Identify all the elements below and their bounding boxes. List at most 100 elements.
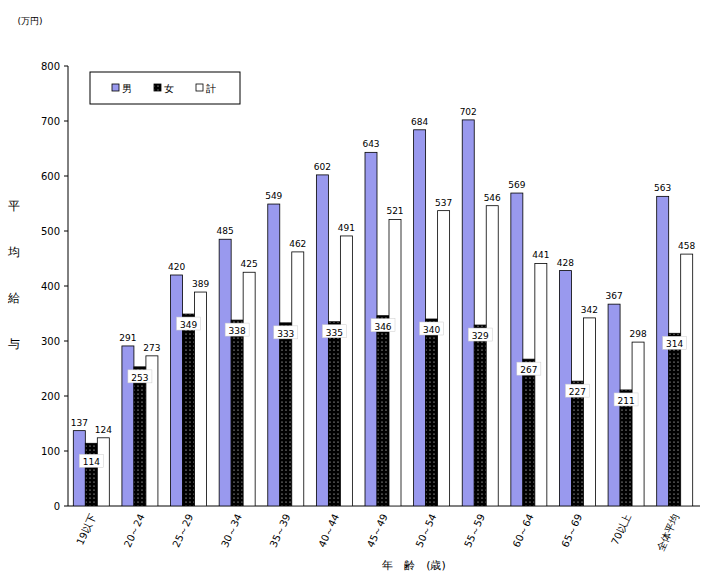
data-label: 346 <box>374 322 391 332</box>
y-tick <box>64 231 68 232</box>
data-label: 367 <box>605 291 622 301</box>
data-label-box <box>128 370 152 383</box>
data-label-box <box>322 325 346 338</box>
data-label: 273 <box>143 343 160 353</box>
bar <box>474 325 486 506</box>
data-label: 253 <box>131 373 148 383</box>
data-label: 462 <box>289 239 306 249</box>
data-label: 521 <box>386 206 403 216</box>
data-label: 537 <box>435 198 452 208</box>
data-label-box <box>79 454 103 467</box>
bar <box>292 252 304 506</box>
x-tick-label: 全体平均 <box>655 512 682 553</box>
bar <box>414 130 426 506</box>
data-label: 546 <box>484 193 501 203</box>
bar <box>681 254 693 506</box>
y-axis-label: 平均給与 <box>7 199 20 351</box>
x-tick-label: 45～49 <box>365 512 390 549</box>
bar <box>389 219 401 506</box>
bar <box>97 438 109 506</box>
data-label: 314 <box>666 339 683 349</box>
bars <box>73 120 692 506</box>
data-label: 335 <box>326 328 343 338</box>
y-tick-label: 500 <box>41 226 60 237</box>
data-label-box <box>274 326 298 339</box>
y-tick-label: 100 <box>41 446 60 457</box>
data-label-box <box>225 323 249 336</box>
bar <box>219 239 231 506</box>
data-label: 267 <box>520 365 537 375</box>
bar <box>669 333 681 506</box>
data-label-box <box>420 322 444 335</box>
bar <box>426 319 438 506</box>
x-tick-label: 20～24 <box>122 512 147 549</box>
data-label: 491 <box>338 223 355 233</box>
bar <box>583 318 595 506</box>
y-tick <box>64 506 68 507</box>
data-label-box <box>565 384 589 397</box>
data-label: 684 <box>411 117 428 127</box>
data-label: 420 <box>168 262 185 272</box>
x-tick-label: 19以下 <box>74 512 98 546</box>
legend-swatch <box>196 84 203 91</box>
bar <box>340 236 352 506</box>
y-tick-label: 0 <box>54 501 60 512</box>
data-label: 702 <box>460 107 477 117</box>
x-tick-label: 30～34 <box>219 512 244 549</box>
data-label: 425 <box>241 259 258 269</box>
y-tick-label: 700 <box>41 116 60 127</box>
data-label-box <box>468 328 492 341</box>
data-label: 329 <box>472 331 489 341</box>
data-label: 340 <box>423 325 440 335</box>
y-tick <box>64 341 68 342</box>
chart-container: 0100200300400500600700800137291420485549… <box>0 0 706 577</box>
data-label: 137 <box>71 418 88 428</box>
bar <box>462 120 474 506</box>
y-tick <box>64 451 68 452</box>
bar <box>632 342 644 506</box>
bar <box>438 211 450 506</box>
data-label: 211 <box>617 396 634 406</box>
bar <box>328 322 340 506</box>
bar <box>85 443 97 506</box>
legend-label: 男 <box>122 83 132 94</box>
bar <box>523 359 535 506</box>
y-tick-label: 200 <box>41 391 60 402</box>
bar <box>134 367 146 506</box>
bar <box>268 204 280 506</box>
bar <box>620 390 632 506</box>
data-label: 549 <box>265 191 282 201</box>
bar <box>377 316 389 506</box>
y-axis-label-char: 与 <box>8 337 20 351</box>
data-label: 342 <box>581 305 598 315</box>
data-label: 291 <box>119 333 136 343</box>
bar <box>535 263 547 506</box>
bar <box>243 272 255 506</box>
data-label: 114 <box>83 457 100 467</box>
y-tick <box>64 121 68 122</box>
data-label-box <box>177 317 201 330</box>
data-label: 333 <box>277 329 294 339</box>
x-tick-label: 35～39 <box>268 512 293 549</box>
bar <box>280 323 292 506</box>
legend-swatch <box>154 84 161 91</box>
legend-label: 計 <box>206 83 216 94</box>
x-tick-label: 40～44 <box>316 512 341 549</box>
x-tick-label: 65～69 <box>559 512 584 549</box>
x-tick-label: 70以上 <box>609 512 633 546</box>
y-tick <box>64 286 68 287</box>
data-label: 602 <box>314 162 331 172</box>
y-tick <box>64 396 68 397</box>
bar <box>571 381 583 506</box>
page: {"chart_data": { "type": "bar", "annotat… <box>0 0 706 577</box>
bar <box>316 175 328 506</box>
data-label: 298 <box>629 329 646 339</box>
bar <box>171 275 183 506</box>
bar <box>486 206 498 506</box>
bar <box>657 196 669 506</box>
x-tick-label: 60～64 <box>511 512 536 549</box>
data-label: 124 <box>95 425 112 435</box>
y-axis-label-char: 給 <box>7 291 20 305</box>
data-label-box <box>371 319 395 332</box>
y-tick-label: 600 <box>41 171 60 182</box>
